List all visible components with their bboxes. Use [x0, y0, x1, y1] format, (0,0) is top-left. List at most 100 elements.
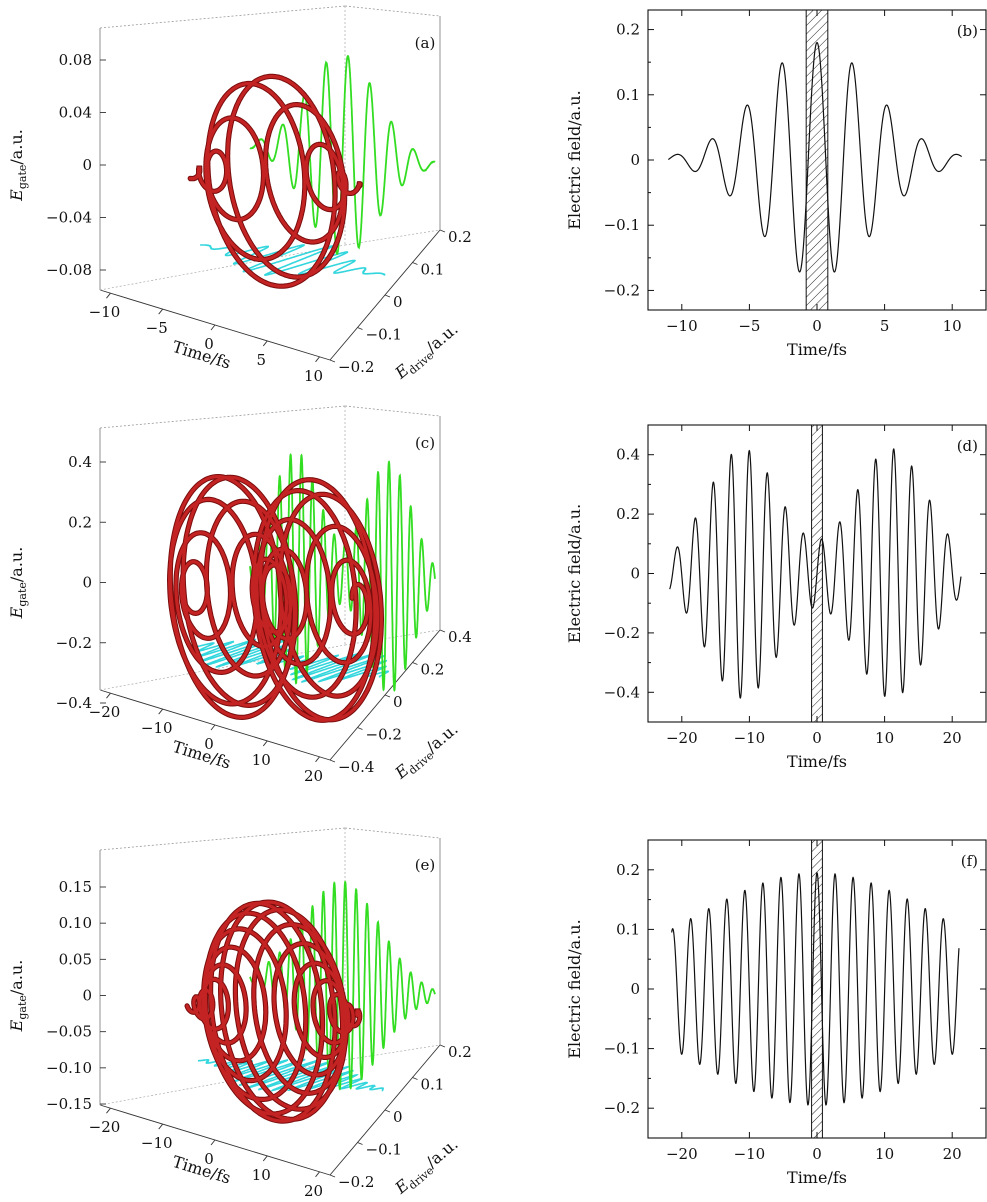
time-tick-mark — [210, 1139, 216, 1146]
gate-tick-label: −0.08 — [46, 261, 92, 279]
drive-tick-mark — [439, 629, 446, 633]
time-tick-mark — [315, 756, 320, 763]
time-axis-label: Time/fs — [170, 337, 233, 373]
drive-tick-mark — [357, 1142, 363, 1145]
gate-tick-label: 0 — [82, 987, 92, 1005]
drive-tick-label: 0 — [393, 293, 403, 311]
time-tick-mark — [262, 340, 268, 347]
series-line — [671, 871, 960, 1106]
x-axis-label: Time/fs — [787, 340, 847, 359]
axis-box-edge — [344, 827, 441, 839]
axis-box-edge — [99, 5, 346, 29]
axis-box-edge — [99, 827, 346, 851]
x-tick-label: −20 — [666, 1145, 698, 1163]
axis-box-edge — [344, 229, 441, 246]
drive-projection-line — [194, 637, 390, 683]
time-tick-mark — [106, 692, 111, 699]
x-axis-label: Time/fs — [787, 752, 847, 771]
time-tick-mark — [106, 1107, 111, 1114]
gate-tick-label: −0.2 — [56, 634, 92, 652]
gate-tick-label: 0.4 — [68, 453, 92, 471]
drive-tick-label: 0.2 — [448, 228, 472, 246]
x-tick-label: 0 — [812, 729, 822, 747]
x-tick-label: 20 — [943, 729, 962, 747]
drive-tick-mark — [329, 759, 336, 763]
y-axis-label: Electric field/a.u. — [565, 919, 584, 1058]
gate-projection-line — [249, 55, 436, 255]
drive-tick-mark — [412, 662, 418, 665]
drive-tick-mark — [384, 694, 391, 698]
axis-box-edge — [99, 644, 346, 691]
panel-label: (f) — [961, 852, 978, 870]
gate-tick-label: 0.04 — [59, 104, 92, 122]
x-tick-label: 0 — [812, 317, 822, 335]
x-tick-label: 10 — [875, 729, 894, 747]
time-tick-label: 10 — [252, 1166, 271, 1184]
time-tick-label: 0 — [204, 735, 214, 753]
x-tick-label: 10 — [943, 317, 962, 335]
x-tick-label: −10 — [666, 317, 698, 335]
time-tick-label: 10 — [252, 751, 271, 769]
time-tick-label: −5 — [146, 319, 168, 337]
drive-tick-mark — [439, 229, 446, 233]
y-tick-label: 0.2 — [616, 505, 640, 523]
gate-window — [811, 839, 823, 1139]
gate-label-symbol: E — [7, 606, 26, 619]
panel-label: (b) — [957, 22, 978, 40]
chart-panel-b: −10 −5 0 5 10 −0.2 −0.1 0 0.1 0.2 Time/fs Electric … — [565, 9, 987, 359]
time-tick-mark — [158, 1123, 164, 1130]
y-tick-label: −0.2 — [604, 624, 640, 642]
time-axis-label: Time/fs — [170, 1152, 233, 1188]
gate-label-symbol: E — [7, 189, 26, 202]
gate-tick-label: 0.15 — [59, 878, 92, 896]
drive-tick-label: 0.4 — [448, 628, 472, 646]
x-tick-label: −10 — [734, 729, 766, 747]
drive-tick-label: 0.2 — [448, 1043, 472, 1061]
time-tick-label: 0 — [204, 335, 214, 353]
time-tick-mark — [315, 1171, 320, 1178]
time-tick-label: −20 — [89, 703, 121, 721]
y-tick-label: −0.2 — [604, 1099, 640, 1117]
chart-panel-d: −20 −10 0 10 20 −0.4 −0.2 0 0.2 0.4 Time/fs Electri… — [565, 424, 987, 771]
axis-box-edge — [99, 1059, 346, 1106]
y-tick-label: 0.1 — [616, 86, 640, 104]
time-tick-label: −20 — [89, 1118, 121, 1136]
gate-label-symbol: E — [7, 1019, 26, 1032]
drive-tick-mark — [357, 727, 363, 730]
drive-tick-mark — [384, 294, 391, 298]
gate-tick-label: −0.04 — [46, 209, 92, 227]
gate-label-unit: /a.u. — [7, 547, 26, 582]
y-tick-label: −0.1 — [604, 1040, 640, 1058]
gate-tick-label: 0 — [82, 156, 92, 174]
time-tick-label: −10 — [141, 1134, 173, 1152]
gate-tick-label: 0.05 — [59, 950, 92, 968]
y-tick-label: −0.2 — [604, 281, 640, 299]
time-tick-mark — [158, 708, 164, 715]
time-tick-label: 5 — [256, 351, 266, 369]
gate-axis-label: Egate/a.u. — [7, 547, 29, 620]
trajectory-line — [185, 900, 362, 1123]
gate-tick-label: −0.10 — [46, 1059, 92, 1077]
y-tick-label: 0 — [630, 151, 640, 169]
drive-tick-label: −0.2 — [338, 358, 374, 376]
chart-panel-c: 0.40.20−0.2−0.4Egate/a.u.−20−1001020Time… — [7, 405, 472, 785]
drive-tick-label: −0.2 — [366, 726, 402, 744]
time-axis-label: Time/fs — [170, 737, 233, 773]
axis-box-edge — [99, 405, 346, 429]
gate-label-subscript: gate — [16, 995, 29, 1020]
drive-tick-mark — [329, 1174, 336, 1178]
y-tick-label: 0.2 — [616, 21, 640, 39]
series-line — [669, 448, 962, 699]
drive-tick-label: −0.4 — [338, 758, 374, 776]
y-tick-label: 0.2 — [616, 861, 640, 879]
gate-axis-label: Egate/a.u. — [7, 129, 29, 202]
x-tick-label: 0 — [812, 1145, 822, 1163]
drive-tick-label: 0.1 — [421, 261, 445, 279]
axis-box-edge — [99, 244, 346, 291]
gate-window — [805, 9, 829, 311]
y-tick-label: 0.1 — [616, 920, 640, 938]
time-tick-mark — [315, 356, 320, 363]
drive-tick-label: −0.1 — [366, 1141, 402, 1159]
x-tick-label: −5 — [738, 317, 760, 335]
drive-tick-label: 0.1 — [421, 1076, 445, 1094]
